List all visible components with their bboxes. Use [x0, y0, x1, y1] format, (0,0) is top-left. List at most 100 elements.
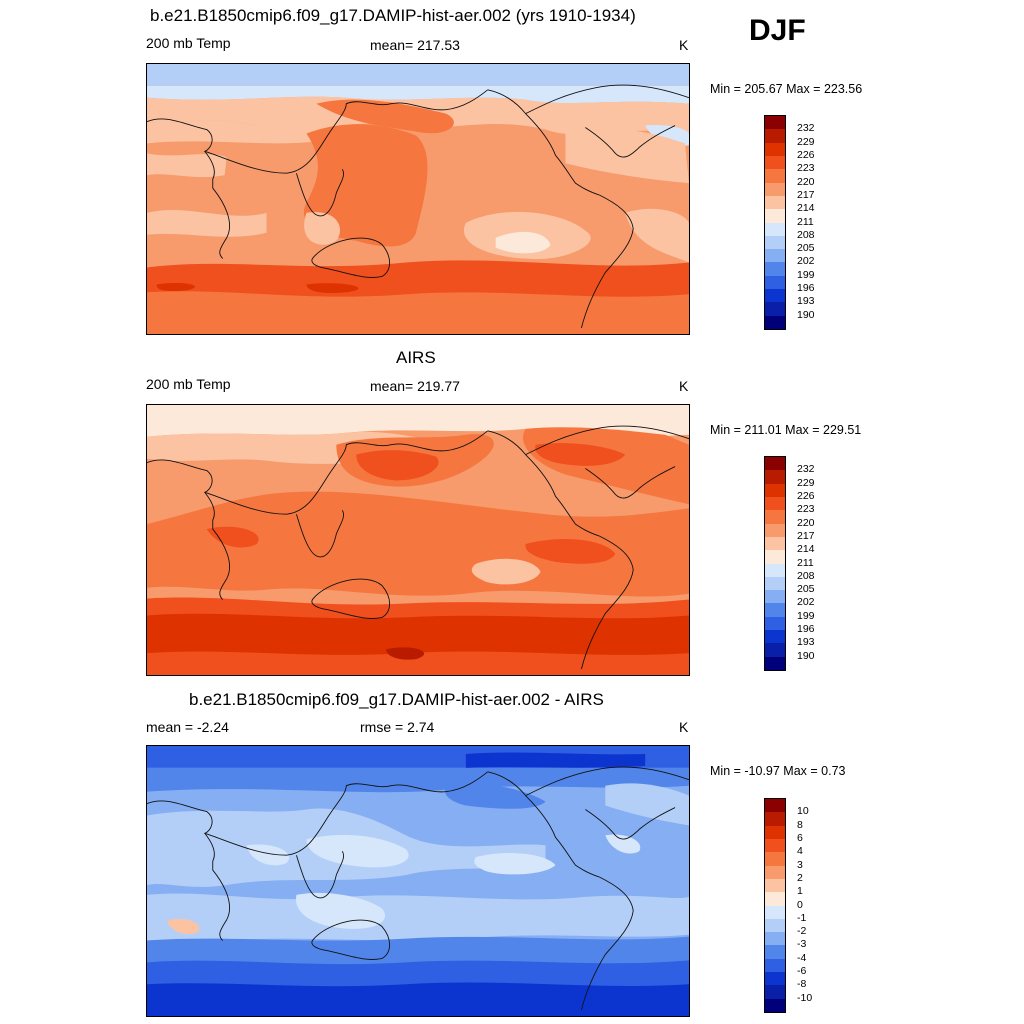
colorbar-tick-label: 3: [797, 858, 803, 871]
colorbar-tick-label: 220: [797, 175, 815, 188]
colorbar-swatch: [765, 563, 785, 577]
colorbar-swatch: [765, 550, 785, 564]
colorbar-tick-label: 8: [797, 818, 803, 831]
colorbar-swatch: [765, 222, 785, 236]
colorbar-tick-label: 190: [797, 308, 815, 321]
colorbar-tick-label: 193: [797, 295, 815, 308]
colorbar-swatch: [765, 812, 785, 826]
colorbar-tick-label: 2: [797, 871, 803, 884]
colorbar-swatch: [765, 249, 785, 263]
colorbar-tick-label: 232: [797, 463, 815, 476]
panel-1-minmax: Min = 205.67 Max = 223.56: [710, 82, 863, 96]
colorbar-swatch: [765, 169, 785, 183]
colorbar-tick-label: 193: [797, 636, 815, 649]
colorbar-swatch: [765, 630, 785, 644]
colorbar-swatch: [765, 302, 785, 316]
colorbar-swatch: [765, 262, 785, 276]
colorbar-tick-label: 223: [797, 503, 815, 516]
panel-3-colorbar-boxes: [764, 798, 786, 1013]
panel-1-map: [146, 63, 690, 335]
panel-1-units-label: K: [679, 37, 689, 53]
colorbar-tick-label: 229: [797, 135, 815, 148]
colorbar-tick-label: 190: [797, 649, 815, 662]
panel-1-variable-label: 200 mb Temp: [146, 35, 231, 51]
colorbar-swatch: [765, 209, 785, 223]
colorbar-swatch: [765, 182, 785, 196]
colorbar-swatch: [765, 905, 785, 919]
colorbar-swatch: [765, 932, 785, 946]
colorbar-swatch: [765, 603, 785, 617]
colorbar-swatch: [765, 852, 785, 866]
colorbar-tick-label: 217: [797, 188, 815, 201]
panel-2-map: [146, 404, 690, 676]
colorbar-tick-label: 196: [797, 623, 815, 636]
colorbar-swatch: [765, 945, 785, 959]
colorbar-tick-label: 6: [797, 831, 803, 844]
panel-3-units-label: K: [679, 719, 689, 735]
colorbar-tick-label: 229: [797, 476, 815, 489]
colorbar-tick-label: -6: [797, 965, 807, 978]
colorbar-swatch: [765, 643, 785, 657]
colorbar-swatch: [765, 985, 785, 999]
panel-3-mean-label: mean = -2.24: [146, 719, 229, 735]
colorbar-tick-label: -10: [797, 991, 813, 1004]
colorbar-tick-label: 226: [797, 489, 815, 502]
colorbar-tick-label: 232: [797, 122, 815, 135]
colorbar-tick-label: 199: [797, 609, 815, 622]
colorbar-tick-label: 214: [797, 543, 815, 556]
colorbar-tick-label: 214: [797, 202, 815, 215]
colorbar-swatch: [765, 838, 785, 853]
panel-2-minmax: Min = 211.01 Max = 229.51: [710, 423, 862, 437]
colorbar-swatch: [765, 972, 785, 986]
colorbar-swatch: [765, 656, 785, 670]
colorbar-swatch: [765, 129, 785, 143]
colorbar-tick-label: 223: [797, 162, 815, 175]
colorbar-tick-label: 226: [797, 148, 815, 161]
panel-3-rmse-label: rmse = 2.74: [360, 719, 435, 735]
colorbar-swatch: [765, 155, 785, 170]
colorbar-tick-label: -2: [797, 925, 807, 938]
colorbar-swatch: [765, 536, 785, 551]
colorbar-tick-label: -1: [797, 911, 807, 924]
season-label: DJF: [749, 14, 806, 47]
colorbar-swatch: [765, 825, 785, 839]
colorbar-tick-label: 196: [797, 282, 815, 295]
panel-1-colorbar-boxes: [764, 115, 786, 330]
colorbar-swatch: [765, 195, 785, 210]
colorbar-tick-label: 208: [797, 569, 815, 582]
panel-1-mean-label: mean= 217.53: [370, 37, 460, 53]
colorbar-swatch: [765, 958, 785, 973]
colorbar-swatch: [765, 576, 785, 591]
panel-2-units-label: K: [679, 378, 689, 394]
colorbar-swatch: [765, 918, 785, 933]
colorbar-swatch: [765, 799, 785, 813]
colorbar-tick-label: 211: [797, 215, 814, 228]
panel-2-mean-label: mean= 219.77: [370, 378, 460, 394]
colorbar-swatch: [765, 289, 785, 303]
colorbar-tick-label: -4: [797, 951, 807, 964]
colorbar-swatch: [765, 457, 785, 471]
colorbar-swatch: [765, 315, 785, 329]
colorbar-swatch: [765, 510, 785, 524]
panel-3-map: [146, 745, 690, 1017]
colorbar-swatch: [765, 892, 785, 906]
colorbar-tick-label: 4: [797, 845, 803, 858]
colorbar-tick-label: 1: [797, 885, 803, 898]
panel-2-title: AIRS: [396, 348, 436, 367]
colorbar-swatch: [765, 142, 785, 156]
colorbar-tick-label: 202: [797, 255, 815, 268]
colorbar-tick-label: -3: [797, 938, 807, 951]
colorbar-swatch: [765, 470, 785, 484]
colorbar-tick-label: -8: [797, 978, 807, 991]
colorbar-tick-label: 220: [797, 516, 815, 529]
colorbar-swatch: [765, 496, 785, 511]
colorbar-tick-label: 208: [797, 228, 815, 241]
colorbar-swatch: [765, 878, 785, 893]
panel-3-title: b.e21.B1850cmip6.f09_g17.DAMIP-hist-aer.…: [189, 690, 604, 709]
colorbar-swatch: [765, 865, 785, 879]
colorbar-swatch: [765, 116, 785, 130]
colorbar-tick-label: 10: [797, 805, 809, 818]
colorbar-swatch: [765, 275, 785, 290]
colorbar-swatch: [765, 523, 785, 537]
panel-2-colorbar-boxes: [764, 456, 786, 671]
